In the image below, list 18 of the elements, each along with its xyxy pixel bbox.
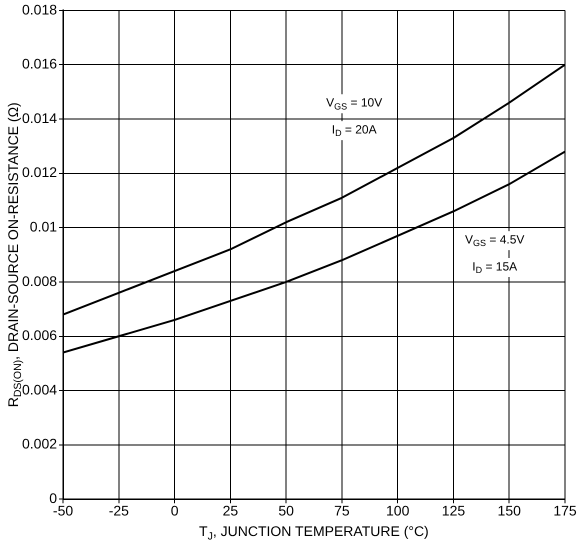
y-tick-label: 0.016 [22, 56, 58, 72]
y-tick-label: 0.018 [22, 1, 58, 18]
x-tick-label: 150 [498, 502, 522, 518]
x-tick-label: 100 [386, 502, 410, 518]
y-tick-label: 0.014 [22, 110, 58, 126]
y-tick-label: 0.012 [22, 164, 58, 180]
x-tick-label: 75 [334, 502, 350, 518]
x-tick-label: 0 [170, 502, 179, 518]
x-tick-label: 125 [442, 502, 466, 518]
x-tick-label: -25 [108, 502, 130, 518]
x-tick-label: 50 [278, 502, 294, 518]
y-tick-label: 0.002 [22, 436, 58, 452]
y-tick-label: 0.01 [30, 218, 58, 235]
y-tick-label: 0.008 [22, 272, 58, 289]
x-tick-label: 25 [222, 502, 238, 518]
x-tick-label: 175 [553, 502, 577, 518]
y-tick-label: 0.004 [22, 381, 58, 398]
y-tick-label: 0.006 [22, 327, 58, 344]
